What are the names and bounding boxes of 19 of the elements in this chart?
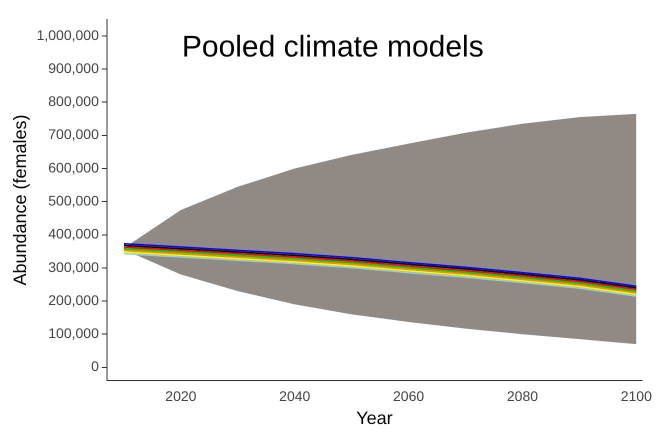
x-tick-label: 2100: [620, 388, 652, 404]
chart-title: Pooled climate models: [182, 30, 484, 64]
x-tick-label: 2080: [506, 388, 538, 404]
y-tick-label: 800,000: [48, 93, 100, 110]
y-tick-label: 0: [91, 358, 100, 374]
y-tick-label: 1,000,000: [36, 26, 100, 43]
y-tick-label: 600,000: [48, 159, 100, 176]
x-tick-label: 2020: [165, 388, 197, 404]
y-tick-label: 900,000: [48, 60, 100, 76]
y-tick-label: 700,000: [48, 126, 100, 142]
x-axis-title: Year: [356, 408, 393, 428]
y-tick-label: 100,000: [48, 325, 100, 342]
y-axis-title: Abundance (females): [10, 114, 30, 286]
y-tick-label: 300,000: [48, 258, 100, 275]
y-tick-label: 200,000: [48, 292, 100, 308]
y-tick-label: 500,000: [48, 192, 100, 209]
y-tick-label: 400,000: [48, 226, 100, 242]
x-tick-label: 2060: [393, 388, 424, 404]
x-tick-label: 2040: [279, 388, 311, 404]
